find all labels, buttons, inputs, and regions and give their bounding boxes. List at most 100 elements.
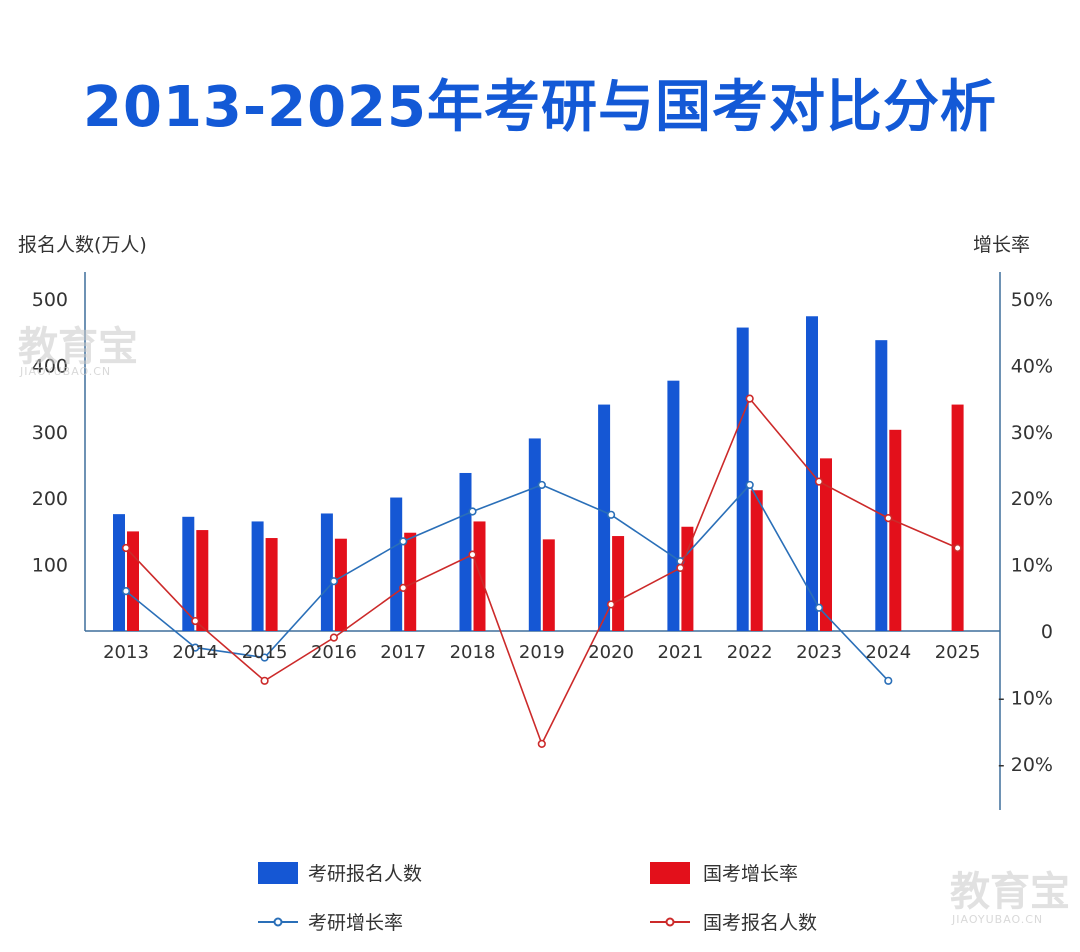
x-tick-label: 2020 — [588, 642, 634, 663]
y-left-tick-label: 100 — [32, 555, 68, 577]
bar-guokao-rate — [542, 539, 555, 631]
legend-item-guokao-rate: 国考增长率 — [650, 862, 798, 885]
bar-guokao-rate — [196, 530, 209, 631]
x-tick-label: 2015 — [242, 642, 288, 663]
point-kaoyan-rate — [468, 507, 477, 516]
legend-marker — [665, 917, 675, 927]
watermark-url: JIAOYUBAO.CN — [19, 365, 111, 378]
bar-kaoyan-count — [598, 404, 611, 631]
x-tick-label: 2014 — [172, 642, 218, 663]
bar-kaoyan-count — [736, 327, 749, 631]
bar-guokao-rate — [404, 532, 417, 631]
x-tick-label: 2021 — [657, 642, 703, 663]
legend-swatch — [650, 862, 690, 884]
bar-guokao-rate — [127, 531, 139, 631]
point-kaoyan-rate — [606, 510, 616, 519]
bar-guokao-rate — [265, 538, 278, 631]
watermark-text: 教育宝 — [950, 869, 1070, 915]
point-kaoyan-rate — [260, 653, 269, 662]
bar-guokao-rate — [681, 526, 694, 631]
legend-marker — [273, 917, 283, 927]
y-left-tick-label: 500 — [32, 289, 68, 311]
y-right-tick-labels: 50% 40% 30% 20% 10% 0 - 10% - 20% — [998, 289, 1053, 776]
point-kaoyan-rate — [745, 480, 754, 490]
y-right-tick-label: 20% — [1011, 488, 1053, 510]
bar-series — [113, 316, 964, 631]
line-series — [121, 394, 962, 748]
watermark-text: 教育宝 — [18, 324, 138, 370]
point-guokao-count — [468, 550, 477, 559]
point-kaoyan-rate — [814, 603, 824, 612]
y-left-axis-title: 报名人数(万人) — [18, 234, 147, 256]
legend-item-kaoyan-rate: 考研增长率 — [258, 912, 403, 934]
y-left-tick-label: 200 — [32, 488, 68, 510]
point-kaoyan-rate — [884, 676, 893, 685]
line-guokao-count — [125, 397, 958, 746]
bar-kaoyan-count — [875, 340, 888, 631]
point-guokao-count — [399, 583, 408, 592]
point-guokao-count — [745, 394, 754, 403]
point-kaoyan-rate — [191, 643, 200, 652]
point-kaoyan-rate — [399, 537, 408, 546]
legend-swatch — [258, 862, 298, 884]
bar-kaoyan-count — [320, 513, 333, 631]
point-guokao-count — [329, 633, 339, 642]
bar-kaoyan-count — [113, 514, 125, 631]
point-guokao-count — [537, 739, 546, 748]
watermark-right: 教育宝 JIAOYUBAO.CN — [950, 869, 1070, 926]
watermark-url: JIAOYUBAO.CN — [951, 913, 1043, 926]
x-tick-label: 2023 — [796, 642, 842, 663]
point-kaoyan-rate — [329, 577, 339, 586]
x-tick-label: 2024 — [865, 642, 911, 663]
bar-kaoyan-count — [390, 497, 403, 631]
point-guokao-count — [953, 543, 962, 553]
bar-guokao-rate — [473, 521, 486, 631]
y-left-tick-label: 400 — [32, 355, 68, 377]
line-kaoyan-rate — [125, 483, 889, 682]
legend-item-kaoyan-count: 考研报名人数 — [258, 862, 422, 885]
bar-kaoyan-count — [528, 438, 541, 631]
bar-guokao-rate — [820, 458, 832, 631]
x-tick-label: 2018 — [450, 642, 496, 663]
bar-kaoyan-count — [667, 380, 680, 631]
chart-title: 2013-2025年考研与国考对比分析 — [83, 75, 997, 140]
x-tick-label: 2013 — [103, 642, 149, 663]
y-left-tick-label: 300 — [32, 422, 68, 444]
point-guokao-count — [884, 514, 893, 523]
y-right-tick-label: - 10% — [998, 687, 1053, 709]
legend-label: 国考报名人数 — [703, 912, 817, 934]
x-tick-labels: 2013 2014 2015 2016 2017 2018 2019 2020 2021 2022… — [103, 642, 980, 663]
point-guokao-count — [191, 616, 200, 626]
y-right-tick-label: 0 — [1041, 621, 1053, 643]
bar-guokao-rate — [951, 404, 964, 631]
bar-guokao-rate — [334, 538, 347, 631]
legend-label: 考研报名人数 — [308, 863, 422, 885]
legend-label: 考研增长率 — [308, 912, 403, 934]
x-tick-label: 2022 — [727, 642, 773, 663]
y-left-tick-labels: 100 200 300 400 500 — [32, 289, 68, 577]
point-kaoyan-rate — [537, 480, 546, 490]
bar-kaoyan-count — [182, 516, 195, 631]
bar-kaoyan-count — [251, 521, 264, 631]
point-guokao-count — [260, 676, 269, 685]
x-tick-label: 2017 — [380, 642, 426, 663]
point-kaoyan-rate — [121, 587, 131, 596]
watermark-left: 教育宝 JIAOYUBAO.CN — [18, 324, 138, 378]
bar-guokao-rate — [889, 429, 902, 631]
bar-guokao-rate — [612, 536, 625, 631]
y-right-tick-label: - 20% — [998, 754, 1053, 776]
point-guokao-count — [676, 563, 685, 573]
y-right-axis-title: 增长率 — [973, 234, 1030, 256]
x-tick-label: 2016 — [311, 642, 357, 663]
legend: 考研报名人数 国考增长率 考研增长率 国考报名人数 — [258, 862, 817, 934]
y-right-tick-label: 50% — [1011, 289, 1053, 311]
legend-item-guokao-count: 国考报名人数 — [650, 912, 817, 934]
point-guokao-count — [606, 600, 616, 609]
y-right-tick-label: 30% — [1011, 422, 1053, 444]
x-tick-label: 2025 — [935, 642, 981, 663]
y-right-tick-label: 10% — [1011, 555, 1053, 577]
y-right-tick-label: 40% — [1011, 355, 1053, 377]
legend-label: 国考增长率 — [703, 863, 798, 885]
bar-guokao-rate — [750, 490, 763, 631]
